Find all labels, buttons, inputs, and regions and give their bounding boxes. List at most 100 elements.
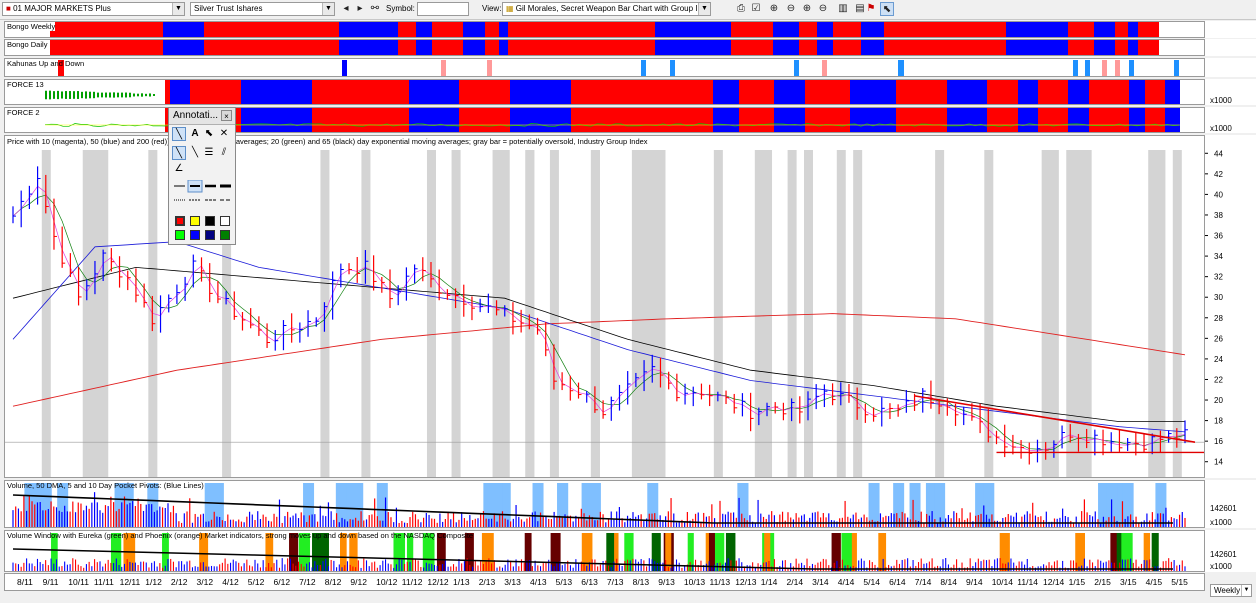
signal-segment (398, 22, 417, 37)
market-volume-ma-line (12, 548, 1173, 570)
force13-histogram-bar (93, 91, 95, 99)
force13-histogram-bar (61, 91, 63, 99)
signal-segment (938, 40, 1007, 55)
volume-panel[interactable]: Volume, 50 DMA, 5 and 10 Day Pocket Pivo… (4, 480, 1205, 528)
price-bar (856, 387, 861, 420)
force2-title: FORCE 2 (7, 108, 40, 117)
price-bar (536, 317, 541, 335)
price-bar (463, 284, 467, 317)
oversold-bar (361, 150, 371, 477)
price-chart[interactable] (5, 136, 1205, 478)
market-signal-band (265, 533, 274, 571)
volume-chart (12, 483, 1186, 527)
price-bar (217, 281, 221, 304)
signal-segment (731, 22, 774, 37)
x-tick-label: 10/12 (376, 577, 398, 587)
bongo-weekly-scale (1205, 21, 1256, 38)
oversold-bar (631, 150, 641, 477)
price-bar (332, 271, 336, 320)
date-axis: 8/11 9/11 10/11 11/11 12/11 1/12 2/12 3/12 4/12 5… (4, 573, 1205, 591)
hlines-tool-icon[interactable]: ☰ (204, 147, 214, 158)
color-swatch-blue[interactable] (190, 230, 200, 240)
price-bar (454, 288, 459, 309)
force13-histogram-bar (81, 91, 83, 99)
bongo-weekly-panel[interactable]: Bongo Weekly (4, 21, 1205, 38)
oversold-bar (451, 150, 461, 477)
chevron-down-icon[interactable]: ▼ (172, 3, 184, 15)
chevron-down-icon[interactable]: ▼ (322, 3, 334, 15)
channel-tool-icon[interactable]: ⫽ (221, 147, 227, 158)
delete-tool-icon[interactable]: ✕ (219, 128, 229, 139)
signal-segment (398, 40, 417, 55)
chart-type-icon[interactable]: ▥ (838, 3, 848, 14)
x-tick-label: 12/14 (1043, 577, 1065, 587)
line-tool-icon[interactable]: ╲ (172, 127, 186, 141)
price-bar (930, 380, 934, 409)
close-icon[interactable]: × (221, 110, 232, 121)
signal-segment (203, 40, 340, 55)
prev-icon[interactable]: ◂ (343, 3, 349, 14)
view-selector[interactable]: ▦ Gil Morales, Secret Weapon Bar Chart w… (502, 2, 711, 16)
zoom-in-2-icon[interactable]: ⊕ (802, 3, 812, 14)
signal-segment (1088, 80, 1130, 104)
properties-icon[interactable]: ☑ (751, 3, 761, 14)
symbol-input[interactable] (417, 2, 469, 16)
price-bar (110, 248, 115, 272)
color-swatch-darkgreen[interactable] (220, 230, 230, 240)
price-bar (717, 391, 721, 402)
signal-segment (804, 108, 851, 132)
zoom-out-icon[interactable]: ⊖ (786, 3, 796, 14)
price-bar (102, 249, 107, 281)
price-bar (1159, 430, 1164, 453)
market-signal-band (612, 533, 619, 571)
color-swatch-navy[interactable] (205, 230, 215, 240)
color-swatch-green[interactable] (175, 230, 185, 240)
grid-icon[interactable]: ▤ (855, 3, 865, 14)
next-icon[interactable]: ▸ (357, 3, 363, 14)
color-swatch-yellow[interactable] (190, 216, 200, 226)
kahuna-signal (1102, 60, 1107, 76)
oversold-bar (787, 150, 797, 477)
security-selector[interactable]: Silver Trust Ishares ▼ (190, 2, 335, 16)
flag-icon[interactable]: ⚑ (866, 3, 876, 14)
kahunas-panel[interactable]: Kahunas Up and Down (4, 58, 1205, 77)
pocket-pivot-band (212, 483, 224, 527)
color-swatch-white[interactable] (220, 216, 230, 226)
pocket-pivot-band (483, 483, 495, 527)
price-bar (20, 190, 25, 228)
cursor-icon[interactable]: ⬉ (880, 2, 894, 16)
price-bar (979, 403, 984, 434)
oversold-bar (1082, 150, 1092, 477)
zoom-out-2-icon[interactable]: ⊖ (818, 3, 828, 14)
select-tool-icon[interactable]: ⬉ (204, 128, 214, 139)
signal-segment (738, 80, 775, 104)
text-tool-icon[interactable]: A (191, 128, 199, 139)
signal-segment (50, 40, 164, 55)
chevron-down-icon[interactable]: ▼ (1241, 585, 1251, 596)
price-bar (413, 264, 418, 284)
angle-tool-icon[interactable]: ∠ (174, 163, 184, 174)
diag-line-tool-icon[interactable]: ╲ (172, 146, 186, 160)
price-bar (815, 384, 820, 410)
market-signal-band (298, 533, 310, 571)
bongo-daily-panel[interactable]: Bongo Daily (4, 39, 1205, 56)
toolbar: ■ 01 MAJOR MARKETS Plus ▼ Silver Trust I… (0, 0, 1256, 20)
diag-line-2-tool-icon[interactable]: ╲ (191, 147, 199, 158)
price-bar (184, 276, 189, 301)
price-bar (381, 276, 385, 293)
force13-panel[interactable]: FORCE 13 (4, 79, 1205, 105)
color-swatch-black[interactable] (205, 216, 215, 226)
annotation-panel-header[interactable]: Annotati... × (169, 108, 235, 125)
zoom-in-icon[interactable]: ⊕ (769, 3, 779, 14)
chevron-down-icon[interactable]: ▼ (698, 3, 710, 15)
binoculars-icon[interactable]: ⚯ (370, 3, 380, 14)
line-style-options[interactable] (171, 180, 235, 206)
annotation-panel[interactable]: Annotati... × ╲ A ⬉ ✕ ╲ ╲ ☰ ⫽ ∠ (168, 107, 236, 245)
list-selector[interactable]: ■ 01 MAJOR MARKETS Plus ▼ (2, 2, 185, 16)
print-icon[interactable]: ⎙ (737, 3, 745, 14)
market-indicator-panel[interactable]: Volume Window with Eureka (green) and Ph… (4, 530, 1205, 572)
color-swatch-red[interactable] (175, 216, 185, 226)
timeframe-selector[interactable]: Weekly ▼ (1210, 584, 1252, 597)
signal-segment (1114, 40, 1129, 55)
signal-segment (165, 80, 171, 104)
